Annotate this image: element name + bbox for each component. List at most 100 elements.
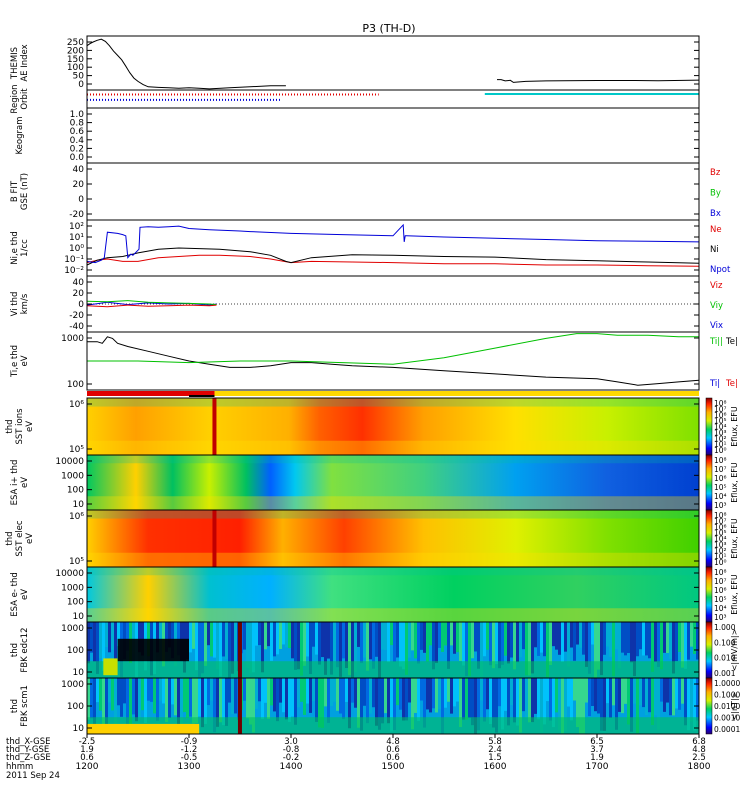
spectrogram-stripe (492, 622, 495, 669)
spectrogram-stripe (234, 678, 237, 714)
spectrogram-stripe (576, 678, 579, 728)
panel-ylabel: ESA e- thd (10, 572, 20, 617)
spectrogram-stripe (594, 678, 597, 712)
colorbar-tick-label: 10⁴ (714, 535, 727, 544)
panel-ylabel: km/s (20, 293, 30, 314)
spectrogram-stripe (690, 622, 693, 647)
spectrogram-stripe (636, 622, 639, 657)
spectrogram-stripe (270, 678, 273, 706)
spectrogram-stripe (219, 678, 222, 723)
spectrogram-stripe (687, 678, 690, 731)
spectrogram-stripe (480, 622, 483, 677)
y-tick-label: 10000 (55, 457, 84, 467)
spectrogram-stripe (171, 678, 174, 705)
spectrogram-stripe (333, 622, 336, 662)
spectrogram-stripe (396, 678, 399, 706)
x-gse-value: 4.8 (386, 737, 400, 747)
spectrogram-stripe (510, 622, 513, 658)
y-tick-label: 0 (78, 195, 84, 205)
spectrogram-stripe (264, 622, 267, 650)
spectrogram-stripe (501, 622, 504, 665)
spectrogram-stripe (570, 622, 573, 648)
spectrogram-stripe (684, 678, 687, 726)
spectrogram-stripe (153, 678, 156, 714)
spectrogram-stripe (417, 678, 420, 722)
axis-row-label: thd_X-GSE (6, 737, 51, 747)
y-tick-label: 20 (73, 180, 85, 190)
spectrogram-stripe (330, 678, 333, 706)
panel-ylabel: Keogram (15, 117, 25, 155)
colorbar-tick-label: 10¹ (714, 552, 727, 561)
spectrogram-stripe (363, 678, 366, 706)
spectrogram-stripe (540, 622, 543, 653)
spectrogram-stripe (168, 622, 171, 648)
spectrogram-stripe (306, 622, 309, 657)
spectrogram-stripe (207, 622, 210, 646)
spectrogram-stripe (489, 622, 492, 666)
spectrogram-stripe (585, 678, 588, 703)
colorbar-tick-label: 10⁴ (714, 604, 727, 613)
spectrogram-stripe (627, 622, 630, 654)
spectrogram-stripe (213, 678, 216, 733)
spectrogram-stripe (258, 678, 261, 702)
spectrogram-stripe (696, 622, 699, 660)
colorbar-label: Eflux, EFU (730, 462, 739, 503)
spectrogram-stripe (90, 622, 93, 653)
spectrogram-stripe (675, 678, 678, 709)
spectrogram-stripe (165, 678, 168, 722)
spectrogram-stripe (627, 678, 630, 725)
spectrogram-stripe (429, 678, 432, 713)
colorbar-tick-label: 10⁶ (714, 411, 727, 420)
spectrogram-stripe (555, 678, 558, 713)
panel-ylabel: eV (20, 589, 30, 600)
spectrogram-stripe (183, 678, 186, 713)
spectrogram-stripe (315, 622, 318, 655)
spectrogram-stripe (618, 678, 621, 712)
spectrogram-stripe (684, 622, 687, 669)
x-gse-value: 6.8 (692, 737, 706, 747)
spectrogram-stripe (312, 622, 315, 647)
panel-ylabel: B FIT (10, 180, 20, 202)
colorbar-tick-label: 0.0100 (714, 702, 740, 711)
spectrogram-stripe (381, 622, 384, 650)
y-tick-label: 10 (73, 500, 85, 510)
colorbar-tick-label: 10³ (714, 613, 727, 622)
spectrogram-stripe (624, 678, 627, 704)
spectrogram-stripe (450, 678, 453, 714)
spectrogram-stripe (363, 622, 366, 658)
spectrogram-stripe (186, 678, 189, 718)
colorbar-label: Eflux, EFU (730, 406, 739, 447)
spectrogram-stripe (579, 622, 582, 648)
mode-bar-black (189, 395, 215, 397)
spectrogram-stripe (138, 622, 141, 653)
spectrogram-stripe (423, 622, 426, 653)
spectrogram-stripe (585, 622, 588, 667)
colorbar-tick-label: 10⁴ (714, 492, 727, 501)
spectrogram-stripe (696, 678, 699, 721)
spectrogram-stripe (300, 622, 303, 676)
y-tick-label: 0.6 (70, 127, 85, 137)
z-gse-value: 0.6 (80, 753, 94, 763)
panel-region: Region Orbit (10, 84, 700, 114)
spectrogram-stripe (531, 678, 534, 723)
panel-fbk_scm1: 1.0000 0.1000 0.0100 0.0010 0.0001 <|nT|> 1000… (10, 677, 740, 735)
spectrogram-stripe (591, 678, 594, 706)
spectrogram-stripe (357, 678, 360, 728)
spectrogram-stripe (258, 622, 261, 646)
spectrogram-stripe (591, 622, 594, 645)
panel-frame (86, 107, 700, 164)
y-tick-label: 10¹ (69, 233, 84, 243)
colorbar-tick-label: 10⁰ (714, 446, 727, 455)
spectrogram-stripe (597, 622, 600, 670)
colorbar-label: Eflux, EFU (730, 518, 739, 559)
spectrogram-stripe (588, 622, 591, 674)
spectrogram-stripe (261, 622, 264, 673)
colorbar-tick-label: 10⁶ (714, 523, 727, 532)
spectrogram-stripe (606, 678, 609, 704)
spectrogram (87, 398, 699, 455)
spectrogram-stripe (552, 678, 555, 728)
time-tick-label: 1400 (280, 762, 303, 772)
